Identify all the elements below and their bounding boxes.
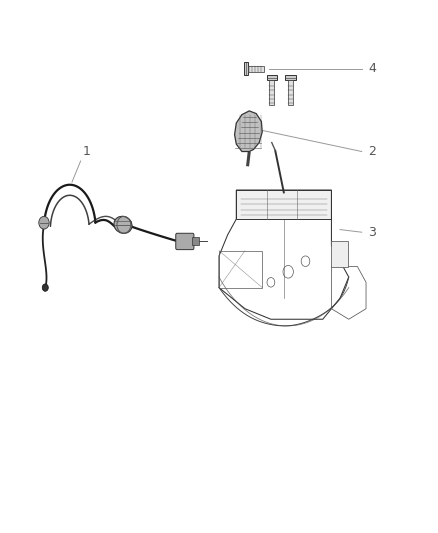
Bar [192, 238, 199, 245]
Bar [288, 80, 293, 104]
Bar [244, 62, 248, 75]
Bar [236, 190, 332, 219]
Polygon shape [235, 111, 262, 151]
Bar [269, 80, 274, 104]
Circle shape [39, 216, 49, 229]
Bar [248, 66, 265, 72]
Bar [332, 241, 348, 266]
FancyBboxPatch shape [176, 233, 194, 249]
Circle shape [42, 284, 48, 292]
Bar [267, 75, 277, 80]
Text: 4: 4 [368, 62, 376, 75]
Bar [285, 75, 296, 80]
Text: 3: 3 [368, 225, 376, 239]
Text: 2: 2 [368, 145, 376, 158]
Ellipse shape [114, 216, 132, 233]
Bar [219, 251, 262, 288]
Text: 1: 1 [83, 146, 91, 158]
